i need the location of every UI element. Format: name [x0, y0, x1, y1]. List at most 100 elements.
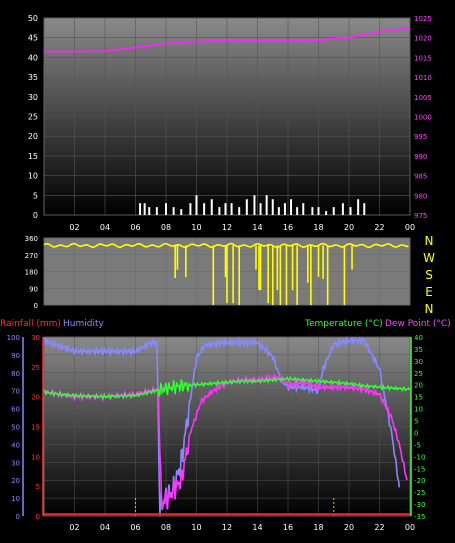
- direction-tick-label: 180: [25, 269, 38, 277]
- rainfall-axis-title: Rainfall (mm): [0, 319, 61, 329]
- x-tick-label: 06: [130, 523, 140, 532]
- direction-tick-label: 360: [25, 235, 38, 243]
- wind-bar: [317, 207, 320, 215]
- compass-label: E: [425, 285, 433, 299]
- y-tick-label-right: 1000: [414, 114, 432, 122]
- y-tick-label-left: 40: [28, 53, 38, 62]
- wind-bar: [189, 203, 192, 215]
- x-tick-label: 10: [191, 223, 201, 232]
- wind-bar: [325, 211, 328, 215]
- y-tick-label-left: 50: [28, 14, 38, 23]
- compass-label: W: [423, 251, 435, 265]
- x-tick-label: 10: [191, 523, 201, 532]
- wind-bar: [271, 199, 274, 215]
- humidity-tick-label: 20: [11, 477, 20, 485]
- humidity-tick-label: 40: [11, 441, 20, 449]
- y-tick-label-left: 15: [28, 152, 38, 161]
- x-tick-label: 22: [374, 223, 384, 232]
- humidity-tick-label: 50: [11, 424, 20, 432]
- temp-tick-label: 35: [414, 346, 423, 354]
- wind-bar: [332, 207, 335, 215]
- x-tick-label: 02: [69, 523, 79, 532]
- direction-tick-label: 0: [34, 302, 38, 310]
- wind-bar: [238, 207, 241, 215]
- humidity-tick-label: 70: [11, 388, 20, 396]
- wind-bar: [259, 203, 262, 215]
- wind-bar: [210, 199, 213, 215]
- y-tick-label-left: 25: [28, 113, 38, 122]
- temp-tick-label: 5: [414, 418, 418, 426]
- direction-tick-label: 90: [29, 285, 38, 293]
- temp-tick-label: 20: [414, 382, 423, 390]
- x-tick-label: 04: [100, 223, 110, 232]
- wind-bar: [311, 207, 314, 215]
- wind-bar: [155, 207, 158, 215]
- wind-bar: [148, 207, 151, 215]
- rainfall-tick-label: 15: [31, 424, 40, 432]
- humidity-tick-label: 0: [16, 513, 20, 521]
- y-tick-label-right: 975: [414, 212, 427, 220]
- x-tick-label: 20: [344, 223, 354, 232]
- y-tick-label-right: 1025: [414, 15, 432, 23]
- x-tick-label: 20: [344, 523, 354, 532]
- y-tick-label-right: 990: [414, 153, 427, 161]
- x-tick-label: 04: [100, 523, 110, 532]
- x-tick-label: 14: [252, 523, 262, 532]
- humidity-tick-label: 90: [11, 352, 20, 360]
- wind-bar: [230, 203, 233, 215]
- wind-bar: [283, 203, 286, 215]
- wind-bar: [253, 195, 256, 215]
- wind-bar: [302, 203, 305, 215]
- y-tick-label-right: 1010: [414, 74, 432, 82]
- temp-tick-label: 0: [414, 429, 418, 437]
- humidity-tick-label: 10: [11, 495, 20, 503]
- temp-tick-label: -15: [414, 465, 425, 473]
- temp-tick-label: 10: [414, 406, 423, 414]
- compass-label: S: [425, 268, 433, 282]
- wind-bar: [224, 203, 227, 215]
- wind-bar: [139, 203, 142, 215]
- wind-bar: [195, 195, 198, 215]
- humidity-tick-label: 60: [11, 406, 20, 414]
- x-tick-label: 22: [374, 523, 384, 532]
- y-tick-label-left: 45: [28, 34, 38, 43]
- temp-tick-label: -35: [414, 513, 425, 521]
- wind-bar: [341, 203, 344, 215]
- rainfall-tick-label: 30: [31, 334, 40, 342]
- temp-tick-label: 25: [414, 370, 423, 378]
- x-tick-label: 06: [130, 223, 140, 232]
- wind-bar: [172, 207, 175, 215]
- temp-tick-label: -20: [414, 477, 425, 485]
- wind-bar: [349, 207, 352, 215]
- temp-tick-label: -10: [414, 453, 425, 461]
- y-tick-label-left: 10: [28, 172, 38, 181]
- y-tick-label-right: 985: [414, 173, 427, 181]
- compass-label: N: [425, 234, 434, 248]
- temp-tick-label: 40: [414, 334, 423, 342]
- temp-tick-label: -30: [414, 501, 425, 509]
- y-tick-label-right: 1020: [414, 35, 432, 43]
- wind-bar: [265, 195, 268, 215]
- wind-bar: [203, 203, 206, 215]
- x-tick-label: 00: [405, 223, 415, 232]
- rainfall-tick-label: 20: [31, 394, 40, 402]
- x-tick-label: 12: [222, 523, 232, 532]
- rainfall-tick-label: 25: [31, 364, 40, 372]
- temp-tick-label: -5: [414, 441, 421, 449]
- x-tick-label: 18: [313, 223, 323, 232]
- rainfall-tick-label: 0: [36, 513, 40, 521]
- y-tick-label-right: 1015: [414, 54, 432, 62]
- y-tick-label-left: 5: [33, 191, 38, 200]
- y-tick-label-right: 980: [414, 192, 427, 200]
- humidity-tick-label: 30: [11, 459, 20, 467]
- x-tick-label: 08: [161, 523, 171, 532]
- x-tick-label: 16: [283, 523, 293, 532]
- wind-bar: [363, 203, 366, 215]
- humidity-tick-label: 100: [7, 334, 20, 342]
- wind-bar: [357, 199, 360, 215]
- x-tick-label: 08: [161, 223, 171, 232]
- y-tick-label-right: 995: [414, 133, 427, 141]
- y-tick-label-left: 0: [33, 211, 38, 220]
- direction-tick-label: 270: [25, 252, 38, 260]
